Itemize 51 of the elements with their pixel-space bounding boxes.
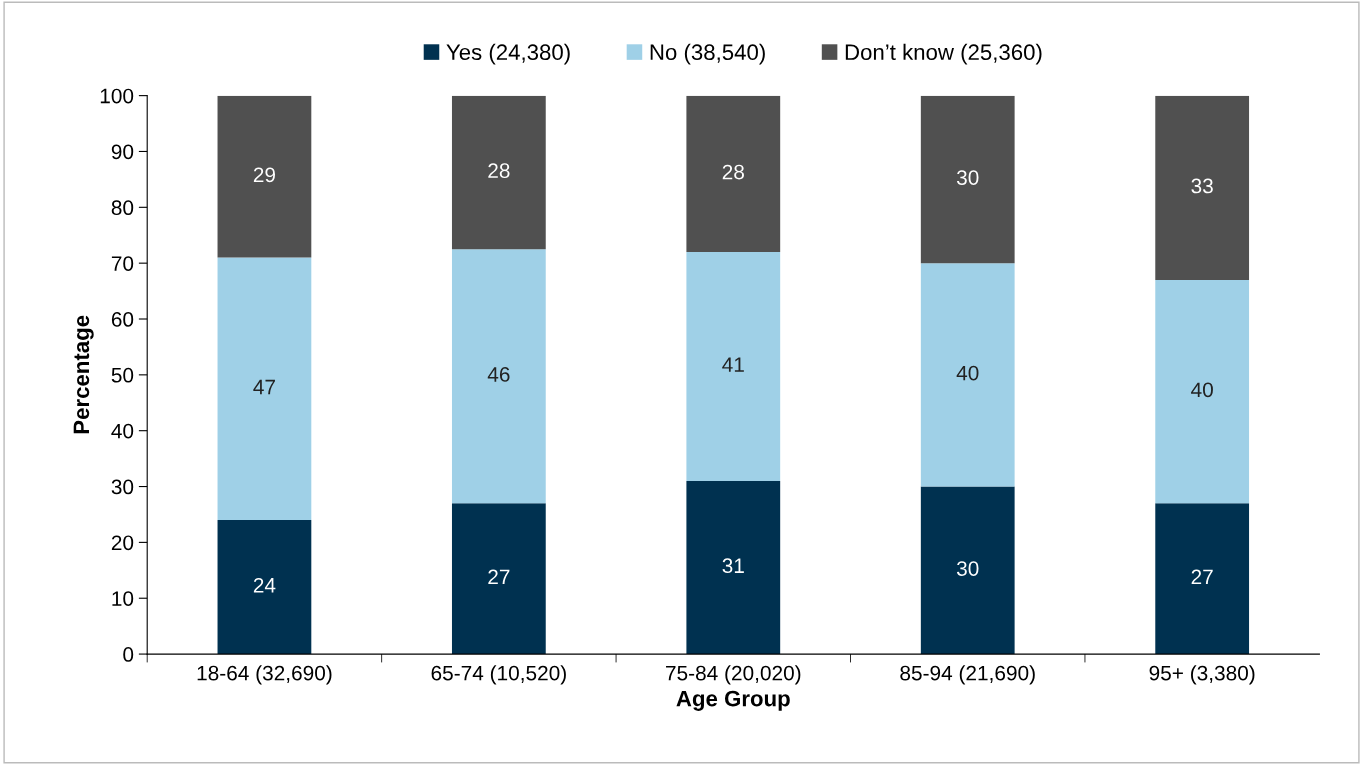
data-label: 27	[488, 569, 510, 585]
bar	[686, 251, 781, 481]
data-label: 33	[1191, 178, 1213, 194]
y-tick-label: 20	[111, 535, 134, 551]
bar	[920, 263, 1015, 487]
data-label: 28	[488, 163, 510, 178]
data-label: 46	[487, 367, 510, 382]
data-label: 29	[253, 167, 276, 183]
y-tick-label: 80	[111, 200, 134, 216]
data-label: 27	[1191, 569, 1213, 585]
x-axis-title: Age Group	[676, 690, 790, 711]
data-label: 40	[956, 365, 979, 381]
y-tick-label: 0	[123, 647, 134, 662]
y-tick-label: 100	[100, 88, 134, 104]
x-tick-label: 95+ (3,380)	[1149, 665, 1255, 685]
y-tick-label: 60	[111, 312, 134, 327]
legend-label: Don’t know (25,360)	[845, 43, 1042, 65]
x-tick-label: 85-94 (21,690)	[900, 665, 1035, 685]
y-tick-label: 70	[111, 256, 134, 271]
y-tick-label: 90	[111, 144, 134, 160]
data-label: 24	[253, 577, 276, 593]
bar	[1155, 503, 1250, 655]
data-label: 40	[1191, 382, 1213, 398]
y-axis-title: Percentage	[73, 315, 94, 434]
bar	[920, 95, 1015, 264]
data-label: 41	[722, 357, 744, 372]
data-label: 30	[956, 170, 979, 185]
data-label: 28	[722, 164, 744, 180]
bar	[217, 95, 312, 258]
bar	[451, 249, 546, 504]
bar	[686, 95, 781, 252]
y-tick-label: 10	[112, 591, 134, 606]
legend-label: No (38,540)	[650, 43, 765, 65]
bar	[451, 95, 546, 250]
x-tick-label: 75-84 (20,020)	[666, 665, 801, 685]
data-label: 47	[253, 379, 275, 395]
bar	[686, 480, 781, 655]
y-tick-label: 50	[111, 367, 134, 383]
x-tick-label: 65-74 (10,520)	[431, 665, 566, 685]
x-tick-label: 18-64 (32,690)	[197, 665, 332, 685]
bar	[1155, 95, 1250, 280]
data-label: 30	[956, 561, 979, 576]
bar	[217, 520, 312, 655]
y-tick-label: 40	[111, 423, 134, 439]
bar	[1155, 279, 1250, 504]
y-tick-label: 30	[111, 479, 134, 495]
data-label: 31	[722, 558, 744, 574]
bar	[920, 486, 1015, 655]
bar	[217, 257, 312, 521]
legend-label: Yes (24,380)	[446, 43, 570, 65]
bar	[451, 503, 546, 655]
